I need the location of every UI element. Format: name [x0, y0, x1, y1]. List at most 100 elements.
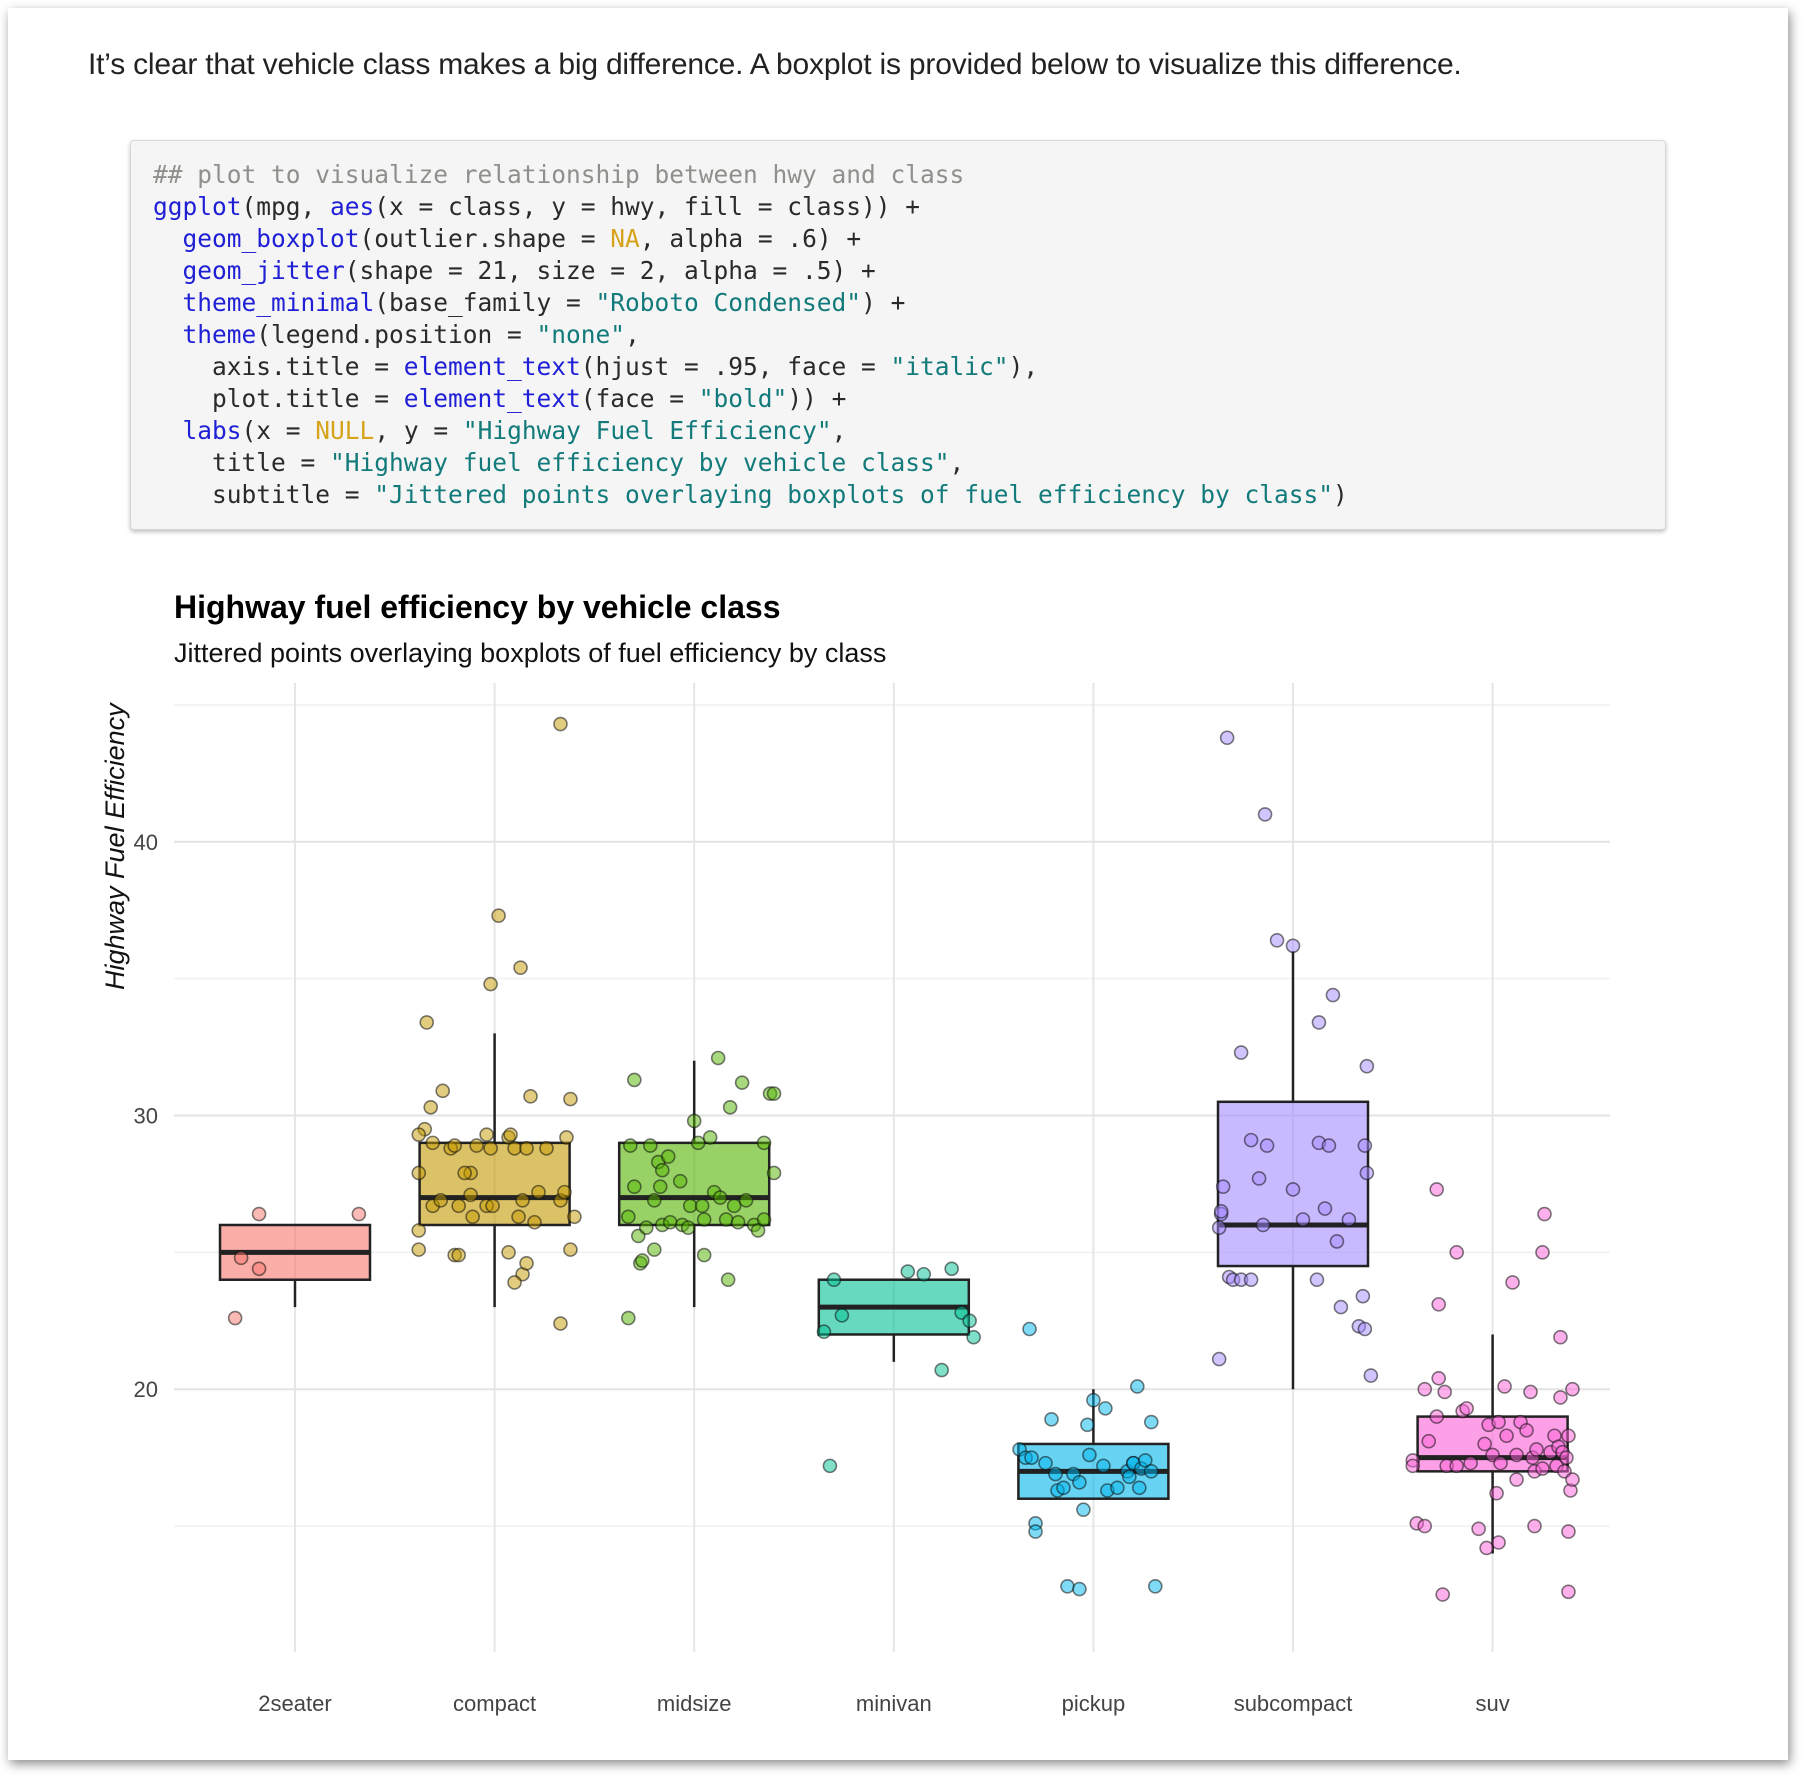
data-point-pickup: [1086, 1392, 1101, 1408]
data-point-compact: [479, 1127, 494, 1142]
data-point-midsize: [690, 1135, 706, 1151]
code-token: NA: [610, 224, 640, 253]
code-token: (shape = 21, size = 2, alpha = .5) +: [344, 256, 876, 285]
data-point-compact: [531, 1184, 546, 1200]
data-point-pickup: [1143, 1414, 1159, 1430]
data-point-pickup: [1110, 1480, 1125, 1496]
data-point-subcompact: [1285, 1182, 1301, 1197]
data-point-midsize: [694, 1198, 710, 1214]
data-point-pickup: [1048, 1466, 1063, 1482]
y-tick-label: 20: [134, 1377, 158, 1402]
code-block: ## plot to visualize relationship betwee…: [130, 140, 1666, 530]
data-point-midsize: [738, 1193, 754, 1208]
code-token: aes: [330, 192, 375, 221]
data-point-compact: [501, 1245, 516, 1260]
x-tick-label: minivan: [856, 1691, 932, 1716]
data-point-compact: [491, 908, 506, 923]
data-point-compact: [411, 1242, 427, 1257]
code-token: subtitle =: [153, 480, 375, 509]
data-point-suv: [1471, 1521, 1486, 1537]
data-point-suv: [1505, 1275, 1520, 1290]
data-point-suv: [1537, 1206, 1552, 1222]
data-point-subcompact: [1357, 1321, 1373, 1337]
code-token: ): [1333, 480, 1348, 509]
data-point-minivan: [966, 1329, 981, 1345]
data-point-midsize: [730, 1214, 746, 1230]
data-point-compact: [411, 1127, 427, 1142]
data-point-midsize: [652, 1179, 668, 1194]
data-point-compact: [451, 1198, 466, 1214]
data-point-suv: [1529, 1442, 1544, 1457]
data-point-midsize: [635, 1253, 650, 1268]
code-token: geom_boxplot: [182, 224, 360, 253]
code-token: "italic": [890, 352, 1009, 381]
data-point-suv: [1435, 1587, 1450, 1602]
data-point-compact: [419, 1015, 435, 1030]
data-point-compact: [435, 1083, 451, 1099]
data-point-minivan: [900, 1264, 916, 1279]
data-point-minivan: [816, 1324, 832, 1340]
data-point-compact: [451, 1247, 466, 1263]
code-token: "none": [536, 320, 626, 349]
data-point-suv: [1417, 1381, 1433, 1397]
data-point-compact: [527, 1214, 542, 1230]
data-point-pickup: [1137, 1453, 1153, 1468]
data-point-compact: [553, 1316, 568, 1331]
data-point-subcompact: [1251, 1171, 1267, 1186]
data-point-suv: [1523, 1384, 1538, 1400]
x-tick-label: pickup: [1062, 1691, 1126, 1716]
code-token: "Highway fuel efficiency by vehicle clas…: [330, 448, 950, 477]
data-point-compact: [507, 1141, 522, 1156]
data-point-suv: [1561, 1428, 1576, 1444]
data-point-midsize: [672, 1173, 688, 1189]
data-point-suv: [1489, 1485, 1504, 1501]
data-point-subcompact: [1243, 1132, 1259, 1148]
data-point-suv: [1519, 1422, 1534, 1438]
code-token: axis.title =: [153, 352, 404, 381]
data-point-midsize: [734, 1075, 750, 1090]
code-token: ,: [831, 416, 847, 445]
data-point-pickup: [1022, 1321, 1037, 1337]
data-point-suv: [1565, 1472, 1580, 1487]
data-point-pickup: [1056, 1480, 1071, 1496]
data-point-midsize: [718, 1212, 734, 1227]
data-point-midsize: [638, 1220, 654, 1236]
data-point-subcompact: [1317, 1201, 1333, 1216]
code-token: NULL: [315, 416, 375, 445]
data-point-compact: [563, 1091, 578, 1107]
y-tick-label: 40: [134, 830, 158, 855]
code-token: (mpg,: [241, 192, 331, 221]
data-point-midsize: [621, 1310, 636, 1326]
data-point-compact: [507, 1275, 522, 1290]
data-point-pickup: [1072, 1581, 1087, 1597]
data-point-subcompact: [1233, 1045, 1249, 1060]
data-point-compact: [553, 716, 568, 732]
data-point-midsize: [750, 1223, 766, 1238]
code-token: geom_jitter: [182, 256, 345, 285]
data-point-subcompact: [1325, 987, 1341, 1003]
data-point-minivan: [962, 1313, 977, 1329]
data-point-suv: [1509, 1447, 1524, 1463]
data-point-suv: [1491, 1535, 1506, 1550]
data-point-suv: [1431, 1297, 1447, 1312]
data-point-compact: [469, 1138, 484, 1153]
data-point-2seater: [251, 1261, 267, 1277]
data-point-subcompact: [1309, 1272, 1325, 1288]
code-token: labs: [182, 416, 242, 445]
data-point-compact: [557, 1184, 572, 1200]
data-point-midsize: [756, 1212, 772, 1227]
data-point-subcompact: [1257, 807, 1273, 822]
data-point-2seater: [233, 1250, 249, 1266]
code-token: element_text: [403, 352, 581, 381]
code-token: (base_family =: [374, 288, 596, 317]
chart-title: Highway fuel efficiency by vehicle class: [174, 589, 780, 625]
code-token: ggplot: [153, 192, 242, 221]
data-point-pickup: [1132, 1480, 1147, 1496]
data-point-midsize: [722, 1099, 738, 1115]
data-point-pickup: [1098, 1401, 1113, 1416]
y-tick-label: 30: [134, 1103, 158, 1128]
data-point-subcompact: [1341, 1212, 1357, 1227]
data-point-compact: [515, 1193, 530, 1208]
data-point-2seater: [251, 1206, 267, 1222]
